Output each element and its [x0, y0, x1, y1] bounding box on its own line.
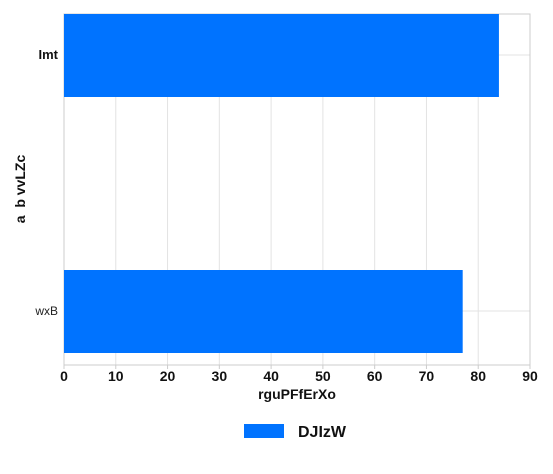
x-tick-label: 60	[367, 368, 383, 384]
y-axis-label: a b vvLZc	[12, 155, 28, 224]
x-axis-label: rguPFfErXo	[258, 386, 336, 402]
bar-wxB	[64, 270, 463, 353]
x-tick-label: 40	[263, 368, 279, 384]
y-tick-label: Imt	[39, 47, 59, 62]
x-tick-label: 30	[212, 368, 228, 384]
x-tick-label: 10	[108, 368, 124, 384]
legend-swatch	[244, 424, 284, 438]
x-tick-label: 80	[470, 368, 486, 384]
x-tick-label: 20	[160, 368, 176, 384]
y-tick-label: wxB	[34, 304, 58, 318]
x-tick-label: 70	[419, 368, 435, 384]
x-tick-label: 90	[522, 368, 538, 384]
legend-label: DJIzW	[298, 424, 347, 441]
bar-series	[64, 14, 499, 353]
legend: DJIzW	[244, 424, 347, 441]
bar-Imt	[64, 14, 499, 97]
y-axis-ticks: Imt wxB	[34, 47, 58, 318]
x-tick-label: 50	[315, 368, 331, 384]
x-axis-ticks: 0 10 20 30 40 50 60 70 80 90	[60, 365, 538, 384]
x-tick-label: 0	[60, 368, 68, 384]
